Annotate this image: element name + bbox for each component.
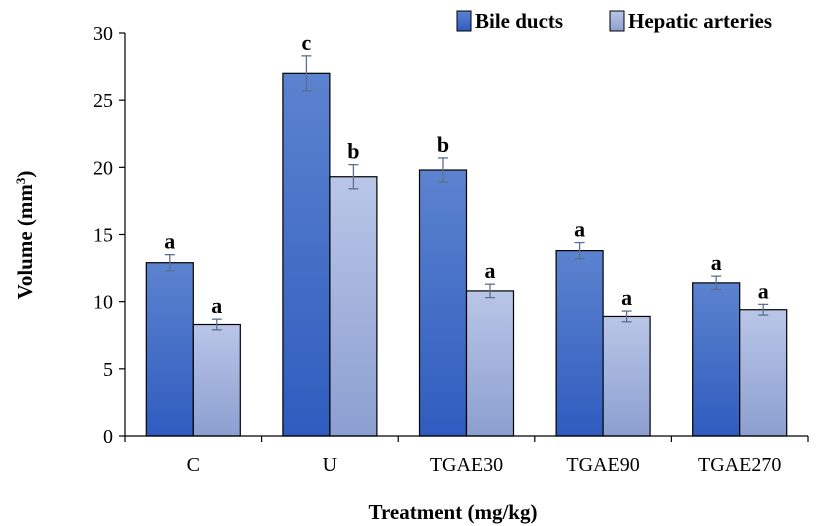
bar-bile-ducts-u [282, 72, 331, 437]
significance-label-bile-ducts-tgae90: a [574, 217, 585, 242]
legend-label-bile-ducts: Bile ducts [475, 9, 563, 33]
y-tick-label-20: 20 [93, 157, 113, 179]
bars-layer [145, 72, 788, 437]
significance-label-bile-ducts-tgae30: b [437, 132, 449, 157]
bar-hepatic-arteries-tgae270 [739, 309, 788, 437]
y-tick-label-30: 30 [93, 23, 113, 45]
x-tick-label-tgae270: TGAE270 [698, 454, 781, 476]
significance-label-bile-ducts-c: a [164, 229, 175, 254]
significance-label-hepatic-arteries-tgae30: a [485, 258, 496, 283]
y-axis-title-main: Volume (mm [13, 184, 37, 300]
bar-bile-ducts-tgae270 [692, 282, 741, 437]
bar-bile-ducts-tgae30 [418, 169, 468, 437]
bar-hepatic-arteries-tgae90 [602, 315, 651, 437]
bar-hepatic-arteries-tgae30 [465, 290, 515, 437]
y-tick-label-10: 10 [93, 292, 113, 314]
y-tick-label-5: 5 [103, 359, 113, 381]
axes-layer: C U TGAE30 TGAE90 TGAE270 0 5 10 15 20 25 30 [93, 23, 809, 476]
legend-swatch-bile-ducts [456, 10, 472, 32]
significance-label-bile-ducts-tgae270: a [711, 250, 722, 275]
x-tick-label-tgae90: TGAE90 [566, 454, 639, 476]
legend-swatch-hepatic-arteries [609, 10, 625, 32]
x-tick-label-u: U [323, 454, 338, 476]
bar-bile-ducts-c [145, 262, 194, 437]
significance-label-hepatic-arteries-c: a [211, 293, 222, 318]
error-bars-layer [164, 55, 769, 331]
y-axis-title-end: ) [13, 171, 37, 178]
significance-label-hepatic-arteries-u: b [347, 139, 359, 164]
significance-label-bile-ducts-u: c [302, 30, 312, 55]
significance-label-hepatic-arteries-tgae270: a [758, 278, 769, 303]
y-axis-title: Volume (mm3) [13, 171, 38, 300]
x-tick-label-tgae30: TGAE30 [430, 454, 503, 476]
significance-label-hepatic-arteries-tgae90: a [621, 285, 632, 310]
legend: Bile ducts Hepatic arteries [456, 9, 772, 33]
x-tick-label-c: C [187, 454, 200, 476]
y-tick-label-15: 15 [93, 225, 113, 247]
bar-bile-ducts-tgae90 [555, 250, 604, 437]
y-axis-title-superscript: 3 [13, 177, 28, 184]
legend-label-hepatic-arteries: Hepatic arteries [628, 9, 772, 33]
bar-hepatic-arteries-c [192, 323, 241, 437]
y-tick-label-0: 0 [103, 426, 113, 448]
x-axis-title: Treatment (mg/kg) [369, 500, 538, 524]
significance-labels-layer: a a c b b a a a a a [164, 30, 768, 318]
y-tick-label-25: 25 [93, 90, 113, 112]
bar-hepatic-arteries-u [329, 176, 378, 437]
